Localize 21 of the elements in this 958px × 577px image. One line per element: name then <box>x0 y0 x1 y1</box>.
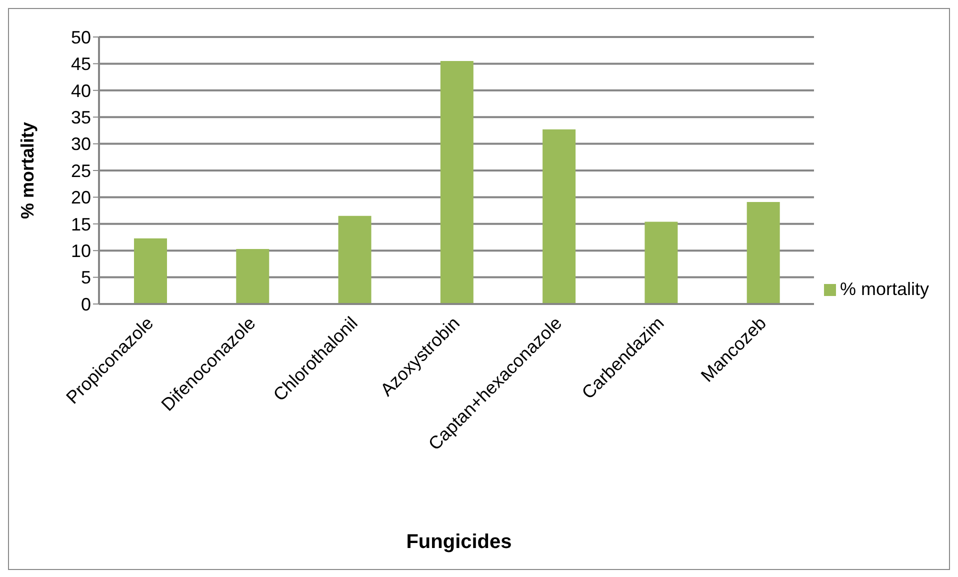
y-tick-label: 50 <box>70 27 91 48</box>
y-tick-label: 25 <box>70 160 91 181</box>
bar <box>746 202 780 304</box>
y-tick-label: 40 <box>70 80 91 101</box>
y-tick-label: 20 <box>70 188 91 208</box>
x-axis-title: Fungicides <box>405 531 513 554</box>
y-tick-label: 35 <box>70 107 91 128</box>
y-tick-label: 5 <box>80 268 91 288</box>
bar <box>236 249 270 304</box>
bar <box>644 222 678 304</box>
bar <box>440 61 474 304</box>
y-tick-label: 45 <box>70 54 91 74</box>
y-tick-label: 30 <box>70 134 91 154</box>
y-tick-label: 10 <box>70 240 91 261</box>
bar <box>542 129 576 304</box>
y-axis-title: % mortality <box>17 122 38 220</box>
y-tick-label: 15 <box>70 214 91 234</box>
bar <box>134 238 167 304</box>
legend-label: % mortality <box>840 279 929 299</box>
bar <box>338 216 372 304</box>
y-tick-label: 0 <box>80 294 91 314</box>
